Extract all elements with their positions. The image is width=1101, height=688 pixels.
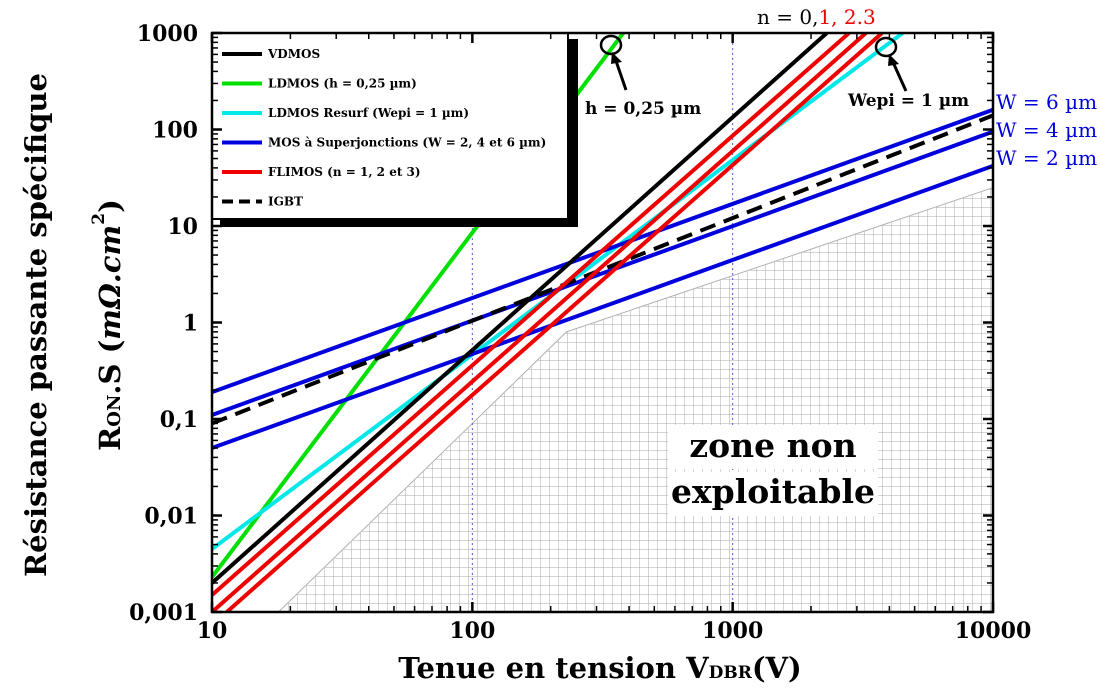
wepi-label: Wepi = 1 µm — [847, 91, 969, 111]
wepi-arrow-head — [888, 54, 899, 66]
series-igbt — [212, 113, 993, 426]
h-arrow-line — [613, 57, 628, 91]
wepi-arrow-line — [890, 59, 908, 92]
wepi-marker-circle — [874, 36, 898, 58]
axis-ticks — [210, 31, 995, 614]
n-label: n = 0,1, 2.3 — [757, 5, 876, 29]
legend-box — [211, 32, 569, 220]
w6-label: W = 6 µm — [996, 90, 1097, 114]
legend-label-resurf: LDMOS Resurf (Wepi = 1 µm) — [268, 106, 469, 120]
w4-label: W = 4 µm — [996, 118, 1097, 142]
legend-label-flimos: FLIMOS (n = 1, 2 et 3) — [268, 165, 421, 179]
y-tick-label: 0,001 — [129, 600, 198, 626]
x-tick-label: 10 — [197, 618, 228, 644]
y-tick-labels: 0,001 0,01 0,1 1 10 100 1000 — [129, 21, 198, 626]
legend-label-ldmos: LDMOS (h = 0,25 µm) — [268, 77, 417, 91]
h-marker-circle — [599, 34, 623, 56]
zone-label-bg-2 — [668, 472, 878, 516]
series-layer — [212, 33, 993, 612]
y-tick-label: 100 — [152, 118, 198, 144]
y-tick-label: 1 — [183, 311, 198, 337]
y-tick-label: 0,1 — [160, 407, 198, 433]
legend-label-sj: MOS à Superjonctions (W = 2, 4 et 6 µm) — [268, 136, 546, 150]
y-tick-label: 0,01 — [144, 504, 198, 530]
x-tick-label: 1000 — [702, 618, 763, 644]
series-sj-3 — [212, 163, 993, 450]
y-tick-label: 10 — [167, 214, 198, 240]
series-vdmos — [212, 33, 829, 585]
legend-label-igbt: IGBT — [268, 195, 303, 209]
x-tick-label: 100 — [449, 618, 495, 644]
zone-label-line2: exploitable — [671, 472, 875, 511]
zone-label-bg-1 — [668, 425, 878, 469]
h-label: h = 0,25 µm — [585, 99, 701, 119]
series-flimos-2 — [212, 33, 868, 612]
series-flimos-1 — [212, 33, 851, 597]
legend: VDMOS LDMOS (h = 0,25 µm) LDMOS Resurf (We… — [211, 32, 578, 227]
y-axis-title-line2: RON.S (mΩ.cm2) — [89, 199, 127, 451]
w2-label: W = 2 µm — [996, 146, 1097, 170]
zone-label-line1: zone non — [689, 426, 856, 465]
x-tick-labels: 10 100 1000 10000 — [197, 618, 1032, 644]
h-arrow-head — [611, 52, 622, 64]
y-tick-label: 1000 — [137, 21, 198, 47]
y-axis-title-line1: Résistance passante spécifique — [19, 73, 53, 577]
x-axis-title: Tenue en tension VDBR(V) — [398, 651, 802, 685]
x-tick-label: 10000 — [955, 618, 1032, 644]
legend-label-vdmos: VDMOS — [267, 47, 320, 61]
series-flimos-3 — [225, 33, 884, 612]
series-sj-2 — [212, 129, 993, 417]
